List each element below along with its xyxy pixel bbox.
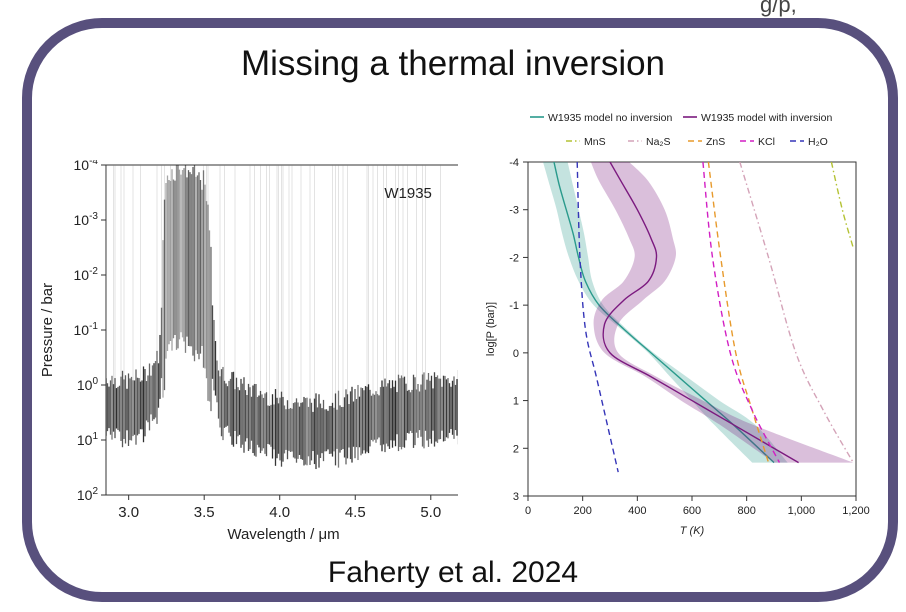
series-with-inversion-line [602,162,799,464]
series-na2s-line [739,162,854,463]
slide-title: Missing a thermal inversion [240,44,666,83]
heatmap-annotation-label: W1935 [384,185,432,202]
y-tick-exponent: -3 [89,211,98,222]
y-tick-label: -1 [509,300,519,312]
y-tick-base: 10 [74,160,90,173]
y-tick-label: -3 [509,205,519,217]
legend-label: W1935 model with inversion [701,112,832,124]
y-tick-exponent: 2 [92,486,98,497]
pt-profile-chart: W1935 model no inversion W1935 model with… [478,104,884,550]
y-tick-label: 2 [513,443,519,455]
x-tick-label: 3.0 [118,504,139,521]
cropped-top-text: g/p, [760,0,797,17]
x-tick-label: 800 [737,505,755,517]
y-tick-label: 10-1 [74,321,99,338]
y-tick-exponent: -2 [89,266,98,277]
y-tick-label: 3 [513,491,519,503]
y-tick-base: 10 [77,487,93,503]
series-zns-line [707,162,770,463]
x-axis-label: T (K) [680,525,705,537]
contribution-function-chart: W1935 3.0 3.5 4.0 4.5 5.0 Wavelength / μm 10-4 1… [28,156,462,550]
y-tick-label: 100 [77,376,99,393]
x-tick-label: 200 [573,505,591,517]
y-tick-base: 10 [77,377,93,393]
y-tick-base: 10 [77,432,93,448]
legend-label: ZnS [706,136,725,148]
heatmap-layer [106,165,461,470]
legend-label: W1935 model no inversion [548,112,672,124]
pt-profile-svg: W1935 model no inversion W1935 model with… [485,112,870,537]
x-tick-label: 3.5 [194,504,215,521]
series-kcl-line [702,162,781,463]
y-tick-label: 10-3 [74,211,99,228]
y-tick-exponent: -4 [89,160,98,167]
y-tick-base: 10 [74,267,90,283]
y-tick-exponent: -1 [89,321,98,332]
right-plot-frame [527,161,857,497]
y-axis-label: log[P (bar)] [485,302,497,356]
x-tick-label: 600 [683,505,701,517]
y-tick-label: -4 [509,157,519,169]
legend-label: H₂O [808,136,828,148]
y-axis-label: Pressure / bar [39,283,56,377]
y-tick-label: 1 [513,396,519,408]
x-tick-label: 0 [525,505,531,517]
series-with-inversion-band [590,162,854,463]
x-tick-label: 400 [628,505,646,517]
y-tick-label: 10-4 [74,160,99,173]
series-no-inversion-band [543,162,788,463]
right-series-layer [543,162,854,473]
y-tick-exponent: 0 [92,376,98,387]
y-tick-exponent: 1 [92,431,98,442]
series-h2o-line [576,162,619,473]
y-tick-base: 10 [74,322,90,338]
x-tick-label: 4.5 [345,504,366,521]
y-tick-label: 102 [77,486,99,503]
x-tick-label: 4.0 [269,504,290,521]
citation-text: Faherty et al. 2024 [327,556,579,589]
legend-label: MnS [584,136,606,148]
x-axis-label: Wavelength / μm [227,526,339,543]
y-tick-label: 101 [77,431,99,448]
x-tick-label: 1,200 [842,505,870,517]
right-plot-area: W1935 model no inversion W1935 model with… [485,112,870,537]
y-tick-label: -2 [509,252,519,264]
legend-label: Na₂S [646,136,671,148]
y-tick-label: 10-2 [74,266,99,283]
y-tick-label: 0 [513,348,519,360]
series-no-inversion-line [553,162,775,464]
legend-label: KCl [758,136,775,148]
y-tick-base: 10 [74,212,90,228]
x-tick-label: 5.0 [420,504,441,521]
x-tick-label: 1,000 [788,505,816,517]
